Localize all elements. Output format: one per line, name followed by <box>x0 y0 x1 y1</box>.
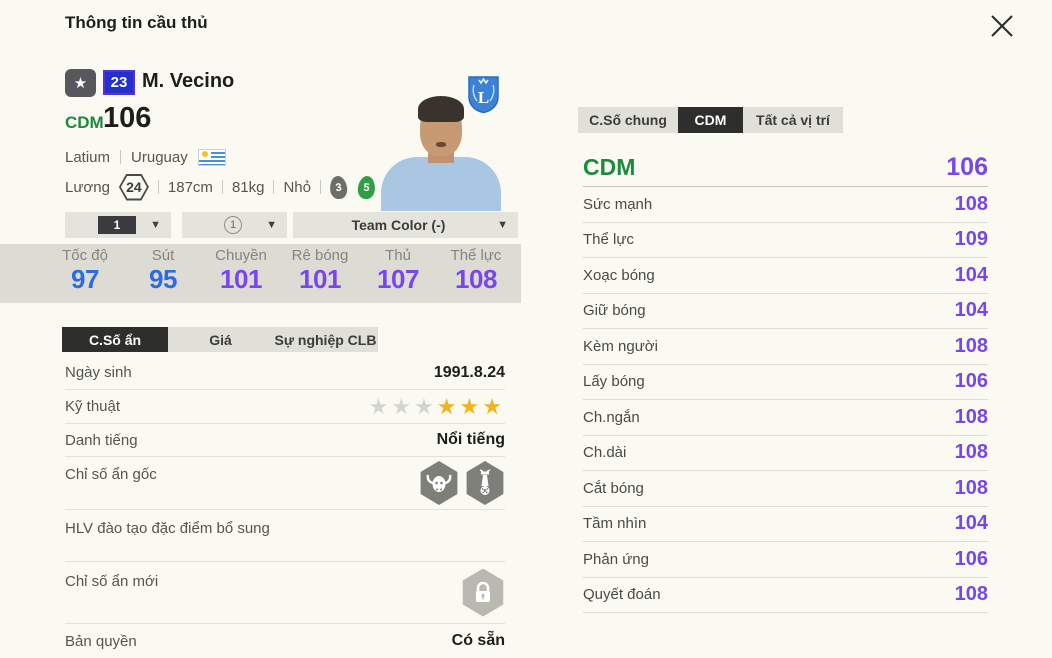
divider <box>120 150 122 164</box>
height-value: 187cm <box>167 178 213 196</box>
position-header-label: CDM <box>583 153 636 180</box>
chevron-down-icon: ▼ <box>150 219 161 231</box>
salary-value: 24 <box>126 179 142 195</box>
stat-row-long-pass: Ch.dài 108 <box>583 436 988 471</box>
stat-row-stamina: Thể lực 109 <box>583 223 988 258</box>
player-photo <box>368 84 514 211</box>
nation-name: Uruguay <box>131 148 188 166</box>
row-coach-training: HLV đào tạo đặc điểm bổ sung <box>65 510 505 562</box>
divider <box>273 180 275 194</box>
stat-speed: Tốc độ 97 <box>62 247 108 294</box>
tab-club-career[interactable]: Sự nghiệp CLB <box>273 327 378 352</box>
divider <box>221 180 223 194</box>
stat-row-ball-control: Giữ bóng 104 <box>583 294 988 329</box>
star-icon: ★ <box>436 393 460 419</box>
tab-all-positions[interactable]: Tất cả vị trí <box>743 107 843 133</box>
row-hidden-stats-new: Chỉ số ẩn mới <box>65 562 505 624</box>
stat-defending: Thủ 107 <box>377 247 419 294</box>
stat-row-determination: Quyết đoán 108 <box>583 578 988 613</box>
tab-general-stats[interactable]: C.Số chung <box>578 107 678 133</box>
chevron-down-icon: ▼ <box>497 219 508 231</box>
team-color-value: Team Color (-) <box>351 217 446 233</box>
stat-passing: Chuyền 101 <box>215 247 267 294</box>
stat-physical: Thể lực 108 <box>450 247 502 294</box>
level-dropdown[interactable]: 1 ▼ <box>65 212 171 238</box>
stat-row-sliding-tackle: Xoạc bóng 104 <box>583 258 988 294</box>
lighthouse-trait-icon <box>466 461 504 505</box>
buffalo-trait-icon <box>420 461 458 505</box>
star-icon: ★ <box>368 393 392 419</box>
club-nation-row: Latium Uruguay <box>65 147 226 167</box>
player-overall-rating: 106 <box>103 102 152 134</box>
stat-row-tackling: Lấy bóng 106 <box>583 365 988 400</box>
main-stats-band: Tốc độ 97 Sút 95 Chuyền 101 Rê bóng 101 Thủ 1… <box>0 244 521 303</box>
jersey-number-badge: 23 <box>103 70 135 95</box>
star-icon: ★ <box>414 393 437 419</box>
dialog-title: Thông tin cầu thủ <box>65 13 208 32</box>
star-icon: ★ <box>482 393 505 419</box>
salary-label: Lương <box>65 178 110 196</box>
tab-price[interactable]: Giá <box>168 327 273 352</box>
technique-star-rating: ★★★★★★ <box>369 394 505 420</box>
salary-hexagon-badge: 24 <box>118 173 149 201</box>
weak-foot-icon: 3 <box>328 174 349 200</box>
player-details-list: Ngày sinh 1991.8.24 Kỹ thuật ★★★★★★ Danh… <box>65 356 505 658</box>
player-position: CDM <box>65 113 104 132</box>
player-attributes-row: Lương 24 187cm 81kg Nhỏ 3 5 <box>65 173 377 201</box>
grade-badge: 1 <box>224 216 242 234</box>
divider <box>320 180 321 194</box>
star-icon: ★ <box>73 75 88 92</box>
row-technique: Kỹ thuật ★★★★★★ <box>65 390 505 424</box>
tab-hidden-stats[interactable]: C.Số ẩn <box>62 327 168 352</box>
star-icon: ★ <box>391 393 415 419</box>
row-license: Bản quyền Có sẵn <box>65 632 505 650</box>
favorite-star-button[interactable]: ★ <box>65 69 96 97</box>
player-jersey <box>381 157 501 211</box>
level-badge: 1 <box>98 216 136 234</box>
grade-dropdown[interactable]: 1 ▼ <box>182 212 287 238</box>
stat-dribbling: Rê bóng 101 <box>291 247 349 294</box>
tab-cdm[interactable]: CDM <box>678 107 743 133</box>
star-icon: ★ <box>459 393 483 419</box>
svg-text:L: L <box>478 88 489 107</box>
stat-row-reactions: Phản ứng 106 <box>583 542 988 578</box>
close-icon <box>991 15 1013 37</box>
row-hidden-stats-original: Chỉ số ẩn gốc <box>65 457 505 510</box>
stat-shooting: Sút 95 <box>149 247 177 294</box>
club-name: Latium <box>65 148 111 166</box>
body-type: Nhỏ <box>283 178 311 196</box>
close-button[interactable] <box>980 4 1024 48</box>
row-fame: Danh tiếng Nổi tiếng <box>65 424 505 457</box>
stat-row-interception: Cắt bóng 108 <box>583 471 988 507</box>
weight-value: 81kg <box>231 178 265 196</box>
stat-row-vision: Tầm nhìn 104 <box>583 507 988 542</box>
chevron-down-icon: ▼ <box>266 219 277 231</box>
player-name: M. Vecino <box>142 70 235 92</box>
lock-icon <box>462 568 504 617</box>
team-color-dropdown[interactable]: Team Color (-) ▼ <box>293 212 518 238</box>
divider <box>157 180 159 194</box>
stat-row-short-pass: Ch.ngắn 108 <box>583 400 988 436</box>
row-birthdate: Ngày sinh 1991.8.24 <box>65 356 505 390</box>
stat-row-marking: Kèm người 108 <box>583 329 988 365</box>
position-stats-list: Sức mạnh 108 Thể lực 109 Xoạc bóng 104 Giữ … <box>583 187 988 613</box>
uruguay-flag-icon <box>197 148 226 166</box>
position-stats-header: CDM 106 <box>583 148 988 187</box>
position-header-value: 106 <box>946 152 988 181</box>
stat-row-strength: Sức mạnh 108 <box>583 187 988 223</box>
club-crest-icon: L <box>466 71 501 114</box>
